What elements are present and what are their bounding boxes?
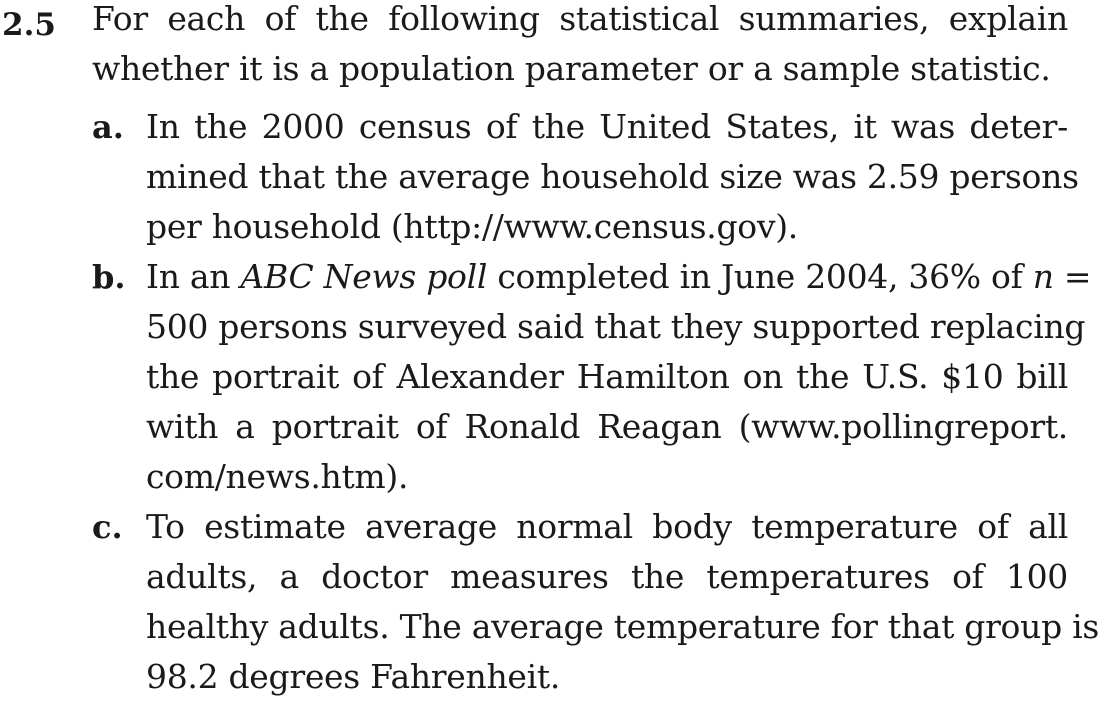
part-line: To estimate average normal body temperat… (146, 507, 1068, 546)
part-line: In the 2000 census of the United States,… (146, 107, 1068, 146)
part-text: completed in June 2004, 36% of (487, 257, 1033, 296)
part-label: b. (92, 258, 126, 296)
part-line: per household (http://www.census.gov). (146, 207, 798, 246)
part-text: In an (146, 257, 241, 296)
part-line: with a portrait of Ronald Reagan (www.po… (146, 407, 1068, 446)
stem-line: whether it is a population parameter or … (92, 49, 1051, 88)
part-line: the portrait of Alexander Hamilton on th… (146, 357, 1068, 396)
part-line: 98.2 degrees Fahrenheit. (146, 657, 561, 696)
part-line: com/news.htm). (146, 457, 409, 496)
part-line: mined that the average household size wa… (146, 157, 1079, 196)
sample-size-variable: n (1032, 257, 1054, 296)
part-text: = (1053, 257, 1092, 296)
poll-name: ABC News poll (240, 257, 488, 296)
part-line: healthy adults. The average temperature … (146, 607, 1099, 646)
stem-line: For each of the following statistical su… (92, 0, 1068, 38)
part-label: c. (92, 508, 123, 546)
part-label: a. (92, 108, 124, 146)
part-line: 500 persons surveyed said that they supp… (146, 307, 1086, 346)
exercise-number: 2.5 (2, 7, 56, 43)
part-line: In an ABC News poll completed in June 20… (146, 252, 1092, 302)
part-line: adults, a doctor measures the temperatur… (146, 557, 1068, 596)
